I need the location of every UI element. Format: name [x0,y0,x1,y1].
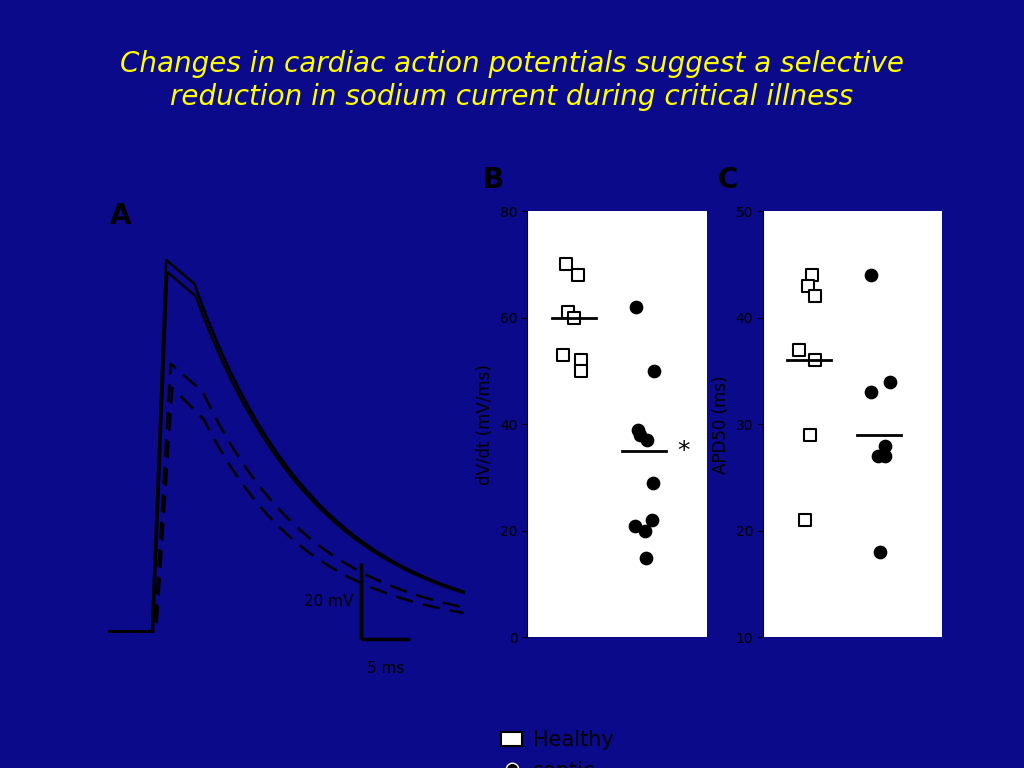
Text: B: B [482,166,504,194]
Point [806,354,822,366]
Point [871,546,888,558]
Point [862,386,879,399]
Point [573,354,590,366]
Point [560,306,577,319]
Point [792,343,808,356]
Point [869,450,886,462]
Text: A: A [110,202,131,230]
Point [807,290,823,303]
Point [802,429,818,441]
Point [558,258,574,270]
Point [804,269,820,281]
Point [628,301,644,313]
Text: C: C [718,166,738,194]
Point [643,514,659,526]
Point [632,429,648,441]
Point [800,280,816,292]
Point [645,477,662,489]
Point [555,349,571,361]
Y-axis label: APD50 (ms): APD50 (ms) [712,375,730,474]
Point [572,365,589,377]
Text: 5 ms: 5 ms [367,661,404,677]
Point [638,551,654,564]
Y-axis label: dV/dt (mV/ms): dV/dt (mV/ms) [476,364,495,485]
Text: *: * [677,439,689,463]
Point [627,519,643,531]
Point [565,312,582,324]
Point [637,525,653,537]
Point [863,269,880,281]
Text: Changes in cardiac action potentials suggest a selective
reduction in sodium cur: Changes in cardiac action potentials sug… [120,51,904,111]
Point [639,434,655,446]
Point [797,514,813,526]
Point [569,269,586,281]
Text: 20 mV: 20 mV [304,594,354,609]
Legend: Healthy, septic: Healthy, septic [493,722,622,768]
Point [877,450,893,462]
Point [878,439,894,452]
Point [882,376,898,388]
Point [630,423,646,435]
Point [645,365,662,377]
